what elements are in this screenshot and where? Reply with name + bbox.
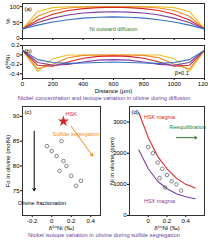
svg-text:(d): (d) <box>132 109 139 115</box>
svg-text:85: 85 <box>13 138 20 144</box>
svg-text:Ni in olivine (ppm): Ni in olivine (ppm) <box>109 137 115 185</box>
svg-text:-0.2: -0.2 <box>9 61 20 67</box>
svg-text:0: 0 <box>16 52 20 58</box>
svg-text:Olivine fractionation: Olivine fractionation <box>18 200 66 206</box>
svg-text:0.2: 0.2 <box>11 42 20 48</box>
svg-text:0: 0 <box>16 35 20 41</box>
svg-text:800: 800 <box>139 81 150 87</box>
svg-text:β=0.1: β=0.1 <box>175 70 189 76</box>
svg-text:0.4: 0.4 <box>87 218 96 224</box>
svg-text:Ni outward diffusion: Ni outward diffusion <box>89 26 137 32</box>
svg-text:Reequilibration: Reequilibration <box>169 124 206 130</box>
svg-text:400: 400 <box>78 81 89 87</box>
svg-text:δ⁶⁰Ni (‰): δ⁶⁰Ni (‰) <box>49 225 75 231</box>
svg-text:80: 80 <box>13 163 20 169</box>
svg-text:1000: 1000 <box>167 81 181 87</box>
svg-text:0.4: 0.4 <box>182 218 191 224</box>
svg-text:δ⁶⁰Ni: δ⁶⁰Ni <box>5 55 11 69</box>
svg-text:2000: 2000 <box>113 150 127 156</box>
svg-text:Sulfide segregation: Sulfide segregation <box>53 131 100 137</box>
svg-text:0: 0 <box>21 81 25 87</box>
html-text:Nickel isotope variation in ol: Nickel isotope variation in olivine duri… <box>28 232 180 238</box>
svg-text:0: 0 <box>50 218 54 224</box>
svg-text:600: 600 <box>108 81 119 87</box>
svg-text:Fo in olivine (mol%): Fo in olivine (mol%) <box>5 135 11 188</box>
svg-text:0.2: 0.2 <box>67 218 76 224</box>
svg-text:HSX magma: HSX magma <box>144 198 176 204</box>
svg-text:90: 90 <box>13 113 20 119</box>
svg-text:Distance (μm): Distance (μm) <box>95 88 132 94</box>
svg-text:50: 50 <box>13 20 20 26</box>
svg-text:0: 0 <box>123 212 127 218</box>
svg-text:-0.2: -0.2 <box>27 218 38 224</box>
svg-text:(b): (b) <box>25 48 32 54</box>
html-text:Nickel concentration and isoto: Nickel concentration and isotope variati… <box>17 95 191 101</box>
svg-text:HSK: HSK <box>66 111 78 117</box>
svg-text:(a): (a) <box>25 6 32 12</box>
svg-text:(c): (c) <box>25 109 32 115</box>
svg-text:δ⁶⁰Ni (‰): δ⁶⁰Ni (‰) <box>154 225 180 231</box>
svg-text:75: 75 <box>13 188 20 194</box>
svg-text:-0.4: -0.4 <box>9 71 20 77</box>
svg-text:%: % <box>5 18 11 24</box>
svg-text:100: 100 <box>9 4 20 10</box>
svg-text:3000: 3000 <box>113 119 127 125</box>
svg-text:HSK magma: HSK magma <box>144 114 176 120</box>
svg-text:0.2: 0.2 <box>163 218 172 224</box>
svg-text:0: 0 <box>147 218 151 224</box>
svg-text:1000: 1000 <box>113 181 127 187</box>
svg-text:200: 200 <box>48 81 59 87</box>
svg-text:1200: 1200 <box>198 81 208 87</box>
